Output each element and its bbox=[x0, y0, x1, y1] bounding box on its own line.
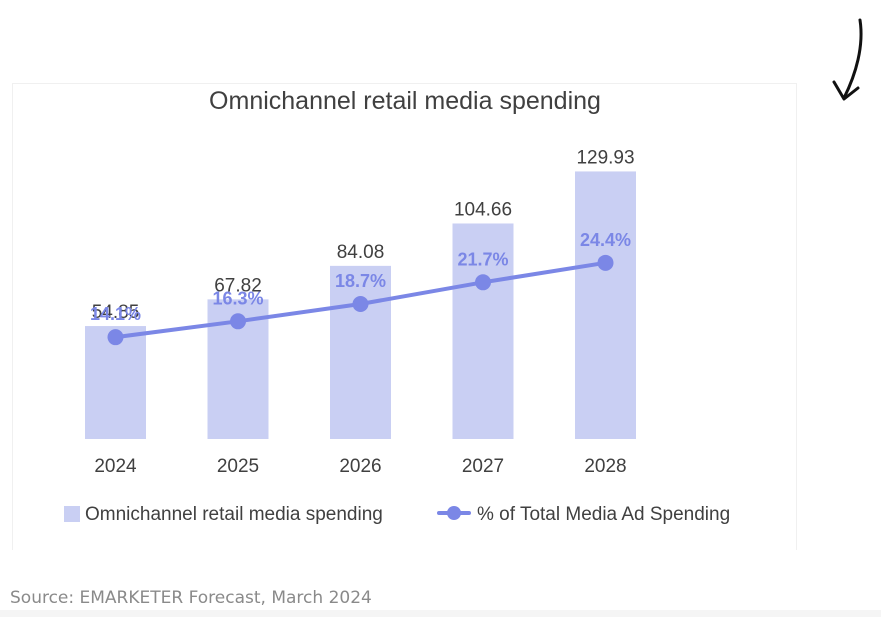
line-value-label: 18.7% bbox=[335, 271, 386, 291]
line-point bbox=[475, 274, 491, 291]
line-point bbox=[230, 313, 246, 330]
bar-2026 bbox=[330, 265, 391, 439]
source-note: Source: EMARKETER Forecast, March 2024 bbox=[10, 588, 372, 608]
x-tick-label: 2026 bbox=[339, 456, 381, 477]
chart: Omnichannel retail media spending 54.85 20… bbox=[64, 87, 730, 525]
bottom-strip bbox=[0, 610, 881, 617]
x-tick-label: 2025 bbox=[217, 456, 259, 477]
line-value-label: 24.4% bbox=[580, 230, 631, 250]
chart-card: Omnichannel retail media spending 54.85 20… bbox=[12, 83, 797, 550]
bar-2027 bbox=[452, 223, 514, 439]
bar-value-label: 67.82 bbox=[214, 275, 262, 296]
x-tick-label: 2028 bbox=[584, 456, 626, 477]
legend-bar-label: Omnichannel retail media spending bbox=[85, 504, 383, 525]
line-point bbox=[107, 329, 124, 346]
line-value-label: 14.1% bbox=[90, 304, 141, 324]
line-point bbox=[597, 254, 614, 271]
bar-value-label: 104.66 bbox=[454, 199, 512, 220]
x-tick-label: 2027 bbox=[462, 456, 504, 477]
legend-line-label: % of Total Media Ad Spending bbox=[477, 504, 730, 525]
line-point bbox=[352, 295, 369, 312]
chart-title: Omnichannel retail media spending bbox=[209, 87, 601, 115]
bar-value-label: 84.08 bbox=[337, 242, 385, 263]
bar-value-label: 129.93 bbox=[576, 147, 634, 168]
line-value-label: 16.3% bbox=[212, 288, 263, 308]
line-value-label: 21.7% bbox=[457, 249, 508, 269]
curved-arrow-down-icon bbox=[832, 18, 863, 101]
legend-bar-swatch bbox=[64, 506, 80, 522]
bar-value-label: 54.85 bbox=[92, 302, 140, 323]
x-tick-label: 2024 bbox=[94, 456, 137, 477]
legend-line-marker bbox=[447, 506, 461, 520]
bar-2028 bbox=[575, 171, 636, 440]
